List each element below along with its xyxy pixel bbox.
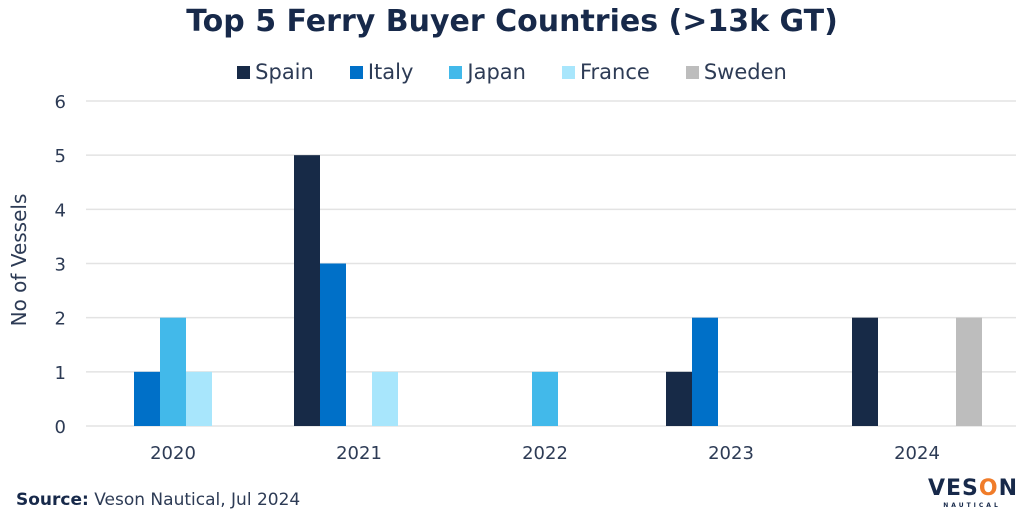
legend-label: Japan: [467, 60, 526, 84]
x-tick-label: 2021: [336, 443, 382, 464]
source-label: Source:: [16, 490, 89, 510]
logo-text-ves: VES: [928, 476, 979, 501]
legend-item-italy: Italy: [349, 60, 414, 84]
x-axis-ticks: 2020 2021 2022 2023 2024: [150, 443, 940, 464]
logo-subtitle: NAUTICAL: [943, 502, 1001, 509]
bar-france-2020: [186, 371, 212, 426]
legend-item-sweden: Sweden: [685, 60, 787, 84]
bar-spain-2024: [852, 317, 878, 426]
bar-spain-2023: [666, 371, 692, 426]
chart-legend: Spain Italy Japan France Sweden: [0, 60, 1024, 84]
x-tick-label: 2022: [522, 443, 568, 464]
y-tick-label: 6: [55, 92, 66, 113]
logo-wordmark: VESON: [928, 476, 1019, 501]
bar-japan-2020: [160, 317, 186, 426]
bar-japan-2022: [532, 371, 558, 426]
y-tick-label: 0: [55, 417, 66, 438]
legend-label: Sweden: [703, 60, 787, 84]
y-axis-ticks: 0 1 2 3 4 5 6: [55, 92, 66, 438]
veson-nautical-logo: VESON NAUTICAL: [928, 476, 1019, 510]
legend-label: Italy: [367, 60, 414, 84]
y-tick-label: 5: [55, 146, 66, 167]
legend-label: France: [579, 60, 650, 84]
bars: [134, 155, 982, 426]
legend-item-japan: Japan: [449, 60, 526, 84]
y-tick-label: 2: [55, 309, 66, 330]
chart-title: Top 5 Ferry Buyer Countries (>13k GT): [186, 4, 838, 39]
bar-italy-2021: [320, 263, 346, 426]
x-tick-label: 2024: [894, 443, 940, 464]
bar-italy-2020: [134, 371, 160, 426]
legend-swatch-sweden: [685, 65, 699, 79]
legend-label: Spain: [255, 60, 314, 84]
y-axis-label: No of Vessels: [7, 194, 31, 327]
source-text: Veson Nautical, Jul 2024: [88, 490, 301, 510]
logo-text-n: N: [998, 476, 1019, 501]
logo-o-icon: O: [978, 476, 999, 501]
legend-swatch-italy: [349, 65, 363, 79]
bar-france-2021: [372, 371, 398, 426]
bar-spain-2021: [294, 155, 320, 426]
y-tick-label: 1: [55, 363, 66, 384]
legend-swatch-france: [561, 65, 575, 79]
x-tick-label: 2023: [708, 443, 754, 464]
source-note: Source: Veson Nautical, Jul 2024: [16, 490, 300, 510]
legend-swatch-japan: [449, 65, 463, 79]
bar-sweden-2024: [956, 317, 982, 426]
x-tick-label: 2020: [150, 443, 196, 464]
legend-item-france: France: [561, 60, 650, 84]
bar-italy-2023: [692, 317, 718, 426]
legend-swatch-spain: [237, 65, 251, 79]
legend-item-spain: Spain: [237, 60, 314, 84]
y-tick-label: 3: [55, 255, 66, 276]
y-tick-label: 4: [55, 200, 66, 221]
